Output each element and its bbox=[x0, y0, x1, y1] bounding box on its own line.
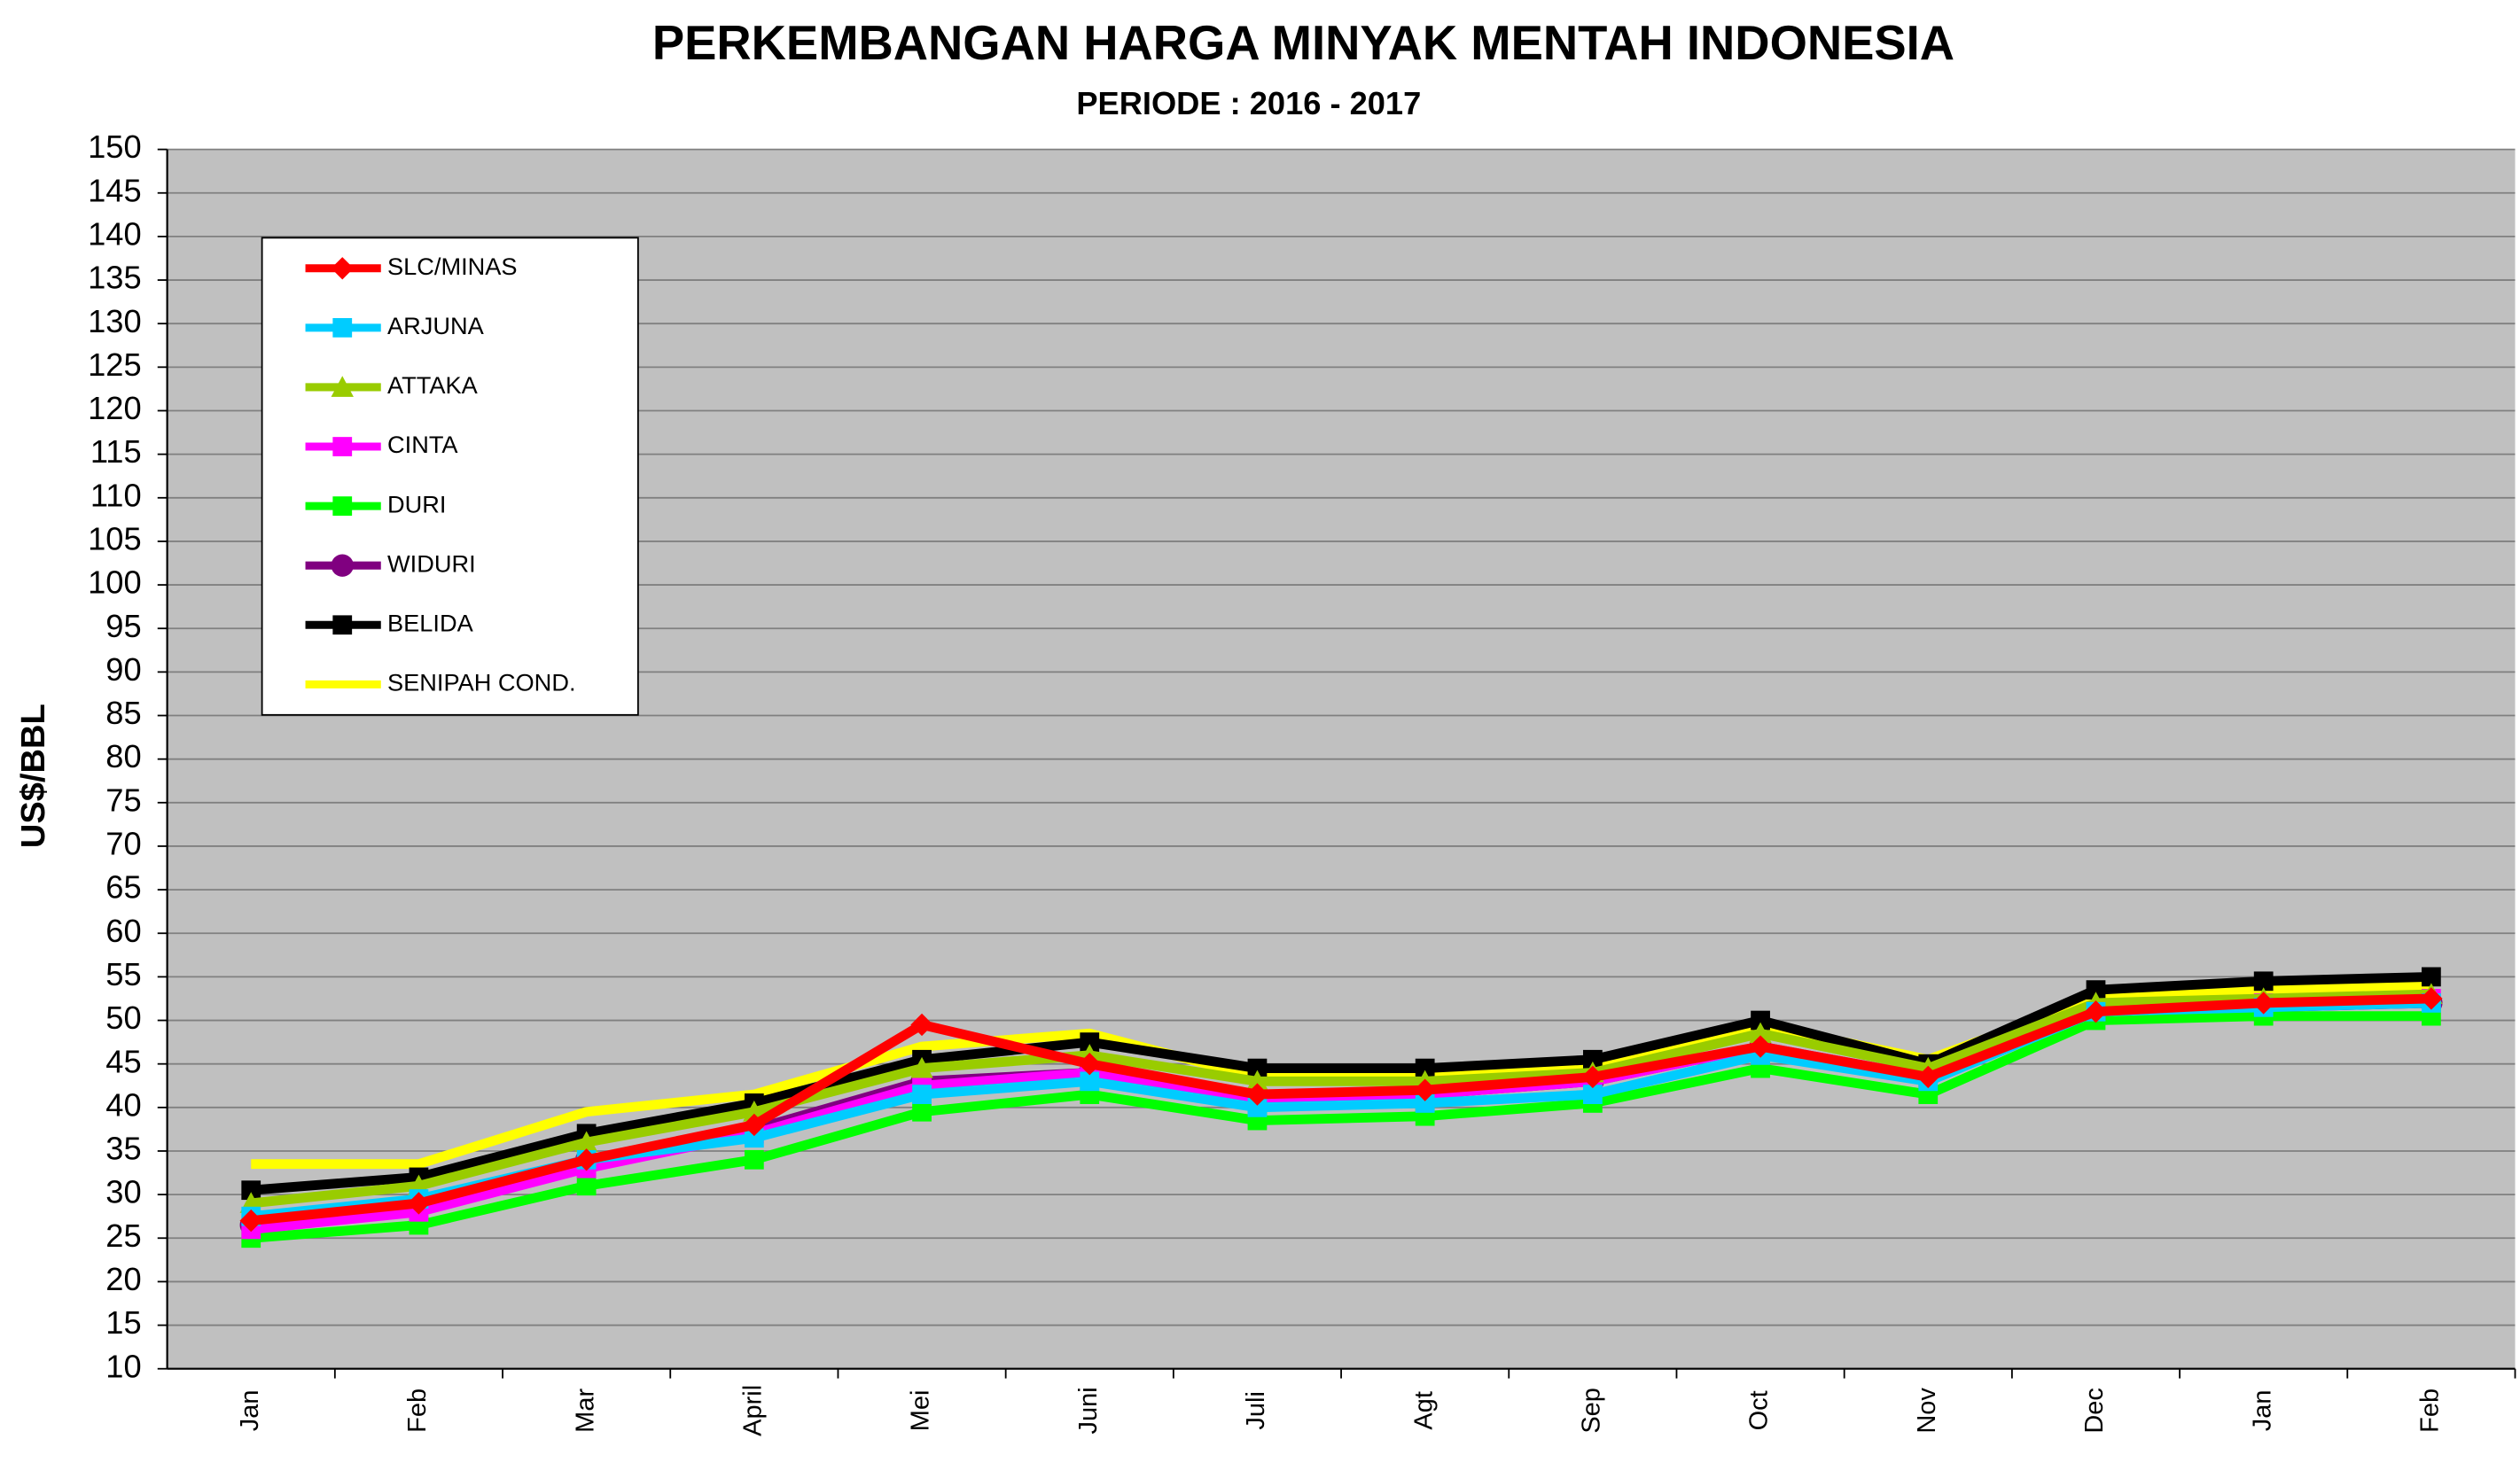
marker bbox=[1415, 1093, 1435, 1113]
marker bbox=[744, 1128, 764, 1148]
series-line bbox=[250, 989, 2432, 1209]
marker bbox=[1916, 1065, 1939, 1089]
x-tick-label: Juli bbox=[1242, 1391, 1270, 1430]
y-tick-label: 135 bbox=[88, 260, 141, 296]
marker bbox=[1247, 1058, 1268, 1078]
marker bbox=[2420, 987, 2443, 1010]
legend-marker bbox=[331, 257, 354, 280]
y-tick-label: 95 bbox=[105, 608, 141, 644]
y-tick-label: 100 bbox=[88, 564, 141, 601]
x-tick-label: Dec bbox=[2080, 1388, 2109, 1434]
x-tick-label: Sep bbox=[1578, 1388, 1606, 1434]
y-tick-label: 80 bbox=[105, 738, 141, 774]
x-tick-label: Feb bbox=[2416, 1389, 2445, 1433]
y-tick-label: 110 bbox=[90, 477, 142, 513]
y-tick-label: 30 bbox=[105, 1174, 141, 1210]
legend-marker bbox=[332, 496, 353, 516]
x-tick-label: Jan bbox=[2248, 1389, 2276, 1431]
marker bbox=[1247, 1097, 1268, 1117]
y-tick-label: 40 bbox=[105, 1086, 141, 1123]
marker bbox=[1415, 1058, 1435, 1078]
y-tick-label: 20 bbox=[105, 1261, 141, 1297]
marker bbox=[1751, 1010, 1770, 1031]
series-line bbox=[250, 1011, 2431, 1243]
legend-label: SENIPAH COND. bbox=[387, 669, 576, 696]
chart-title: PERKEMBANGAN HARGA MINYAK MENTAH INDONES… bbox=[652, 16, 1954, 70]
legend-marker bbox=[332, 317, 353, 338]
y-tick-label: 145 bbox=[88, 172, 141, 208]
y-tick-label: 10 bbox=[105, 1348, 141, 1384]
marker bbox=[1582, 1049, 1603, 1070]
marker bbox=[241, 1180, 261, 1201]
legend-marker bbox=[332, 615, 353, 635]
y-tick-label: 15 bbox=[105, 1304, 141, 1341]
y-tick-label: 45 bbox=[105, 1043, 141, 1079]
legend-marker bbox=[332, 437, 353, 456]
x-tick-label: Agt bbox=[1409, 1391, 1438, 1430]
marker bbox=[744, 1149, 764, 1170]
x-tick-label: Jan bbox=[236, 1389, 264, 1431]
y-tick-label: 35 bbox=[105, 1131, 141, 1167]
legend-marker bbox=[331, 554, 354, 577]
y-tick-label: 60 bbox=[105, 913, 141, 949]
marker bbox=[2086, 980, 2106, 1000]
y-tick-label: 150 bbox=[88, 128, 141, 165]
marker bbox=[576, 1176, 597, 1196]
marker bbox=[2253, 971, 2274, 992]
legend-label: ATTAKA bbox=[387, 371, 479, 399]
legend-label: BELIDA bbox=[387, 609, 474, 636]
x-tick-label: Mar bbox=[571, 1389, 599, 1433]
legend-label: WIDURI bbox=[387, 549, 476, 577]
x-tick-label: April bbox=[739, 1385, 768, 1436]
y-tick-label: 55 bbox=[105, 956, 141, 992]
x-tick-label: Nov bbox=[1913, 1388, 1941, 1434]
marker bbox=[1245, 1070, 1269, 1092]
series-line bbox=[250, 971, 2432, 1195]
y-tick-label: 25 bbox=[105, 1217, 141, 1254]
y-tick-label: 50 bbox=[105, 1000, 141, 1036]
legend-box bbox=[261, 237, 639, 716]
y-tick-label: 125 bbox=[88, 346, 141, 383]
x-tick-label: Feb bbox=[403, 1389, 432, 1433]
y-tick-label: 105 bbox=[88, 521, 141, 557]
marker bbox=[2422, 967, 2441, 987]
legend-marker bbox=[331, 376, 354, 397]
series-line bbox=[250, 993, 2432, 1226]
marker bbox=[1080, 1071, 1100, 1092]
marker bbox=[1582, 1085, 1603, 1104]
y-axis-label: US$/BBL bbox=[15, 704, 52, 848]
legend-label: CINTA bbox=[387, 431, 458, 458]
x-tick-label: Oct bbox=[1745, 1390, 1774, 1430]
marker bbox=[2084, 1000, 2108, 1023]
marker bbox=[912, 1085, 932, 1104]
y-tick-label: 85 bbox=[105, 695, 141, 731]
x-tick-label: Mei bbox=[907, 1389, 935, 1431]
marker bbox=[910, 1056, 933, 1078]
marker bbox=[1413, 1078, 1437, 1101]
marker bbox=[407, 1192, 431, 1215]
chart-subtitle: PERIODE : 2016 - 2017 bbox=[1076, 85, 1421, 121]
y-tick-label: 140 bbox=[88, 215, 141, 252]
marker bbox=[1245, 1083, 1269, 1106]
y-tick-label: 115 bbox=[90, 433, 142, 470]
y-tick-label: 90 bbox=[105, 651, 141, 688]
y-tick-label: 130 bbox=[88, 303, 141, 339]
marker bbox=[912, 1101, 932, 1122]
y-tick-label: 120 bbox=[88, 390, 141, 426]
legend-label: SLC/MINAS bbox=[387, 253, 518, 280]
y-tick-label: 65 bbox=[105, 869, 141, 906]
legend-label: DURI bbox=[387, 490, 446, 517]
marker bbox=[574, 1131, 598, 1153]
marker bbox=[1749, 1022, 1772, 1044]
marker bbox=[1080, 1032, 1100, 1052]
y-tick-label: 75 bbox=[105, 782, 141, 818]
x-tick-label: Juni bbox=[1074, 1387, 1103, 1434]
legend-label: ARJUNA bbox=[387, 312, 485, 339]
y-tick-label: 70 bbox=[105, 826, 141, 862]
